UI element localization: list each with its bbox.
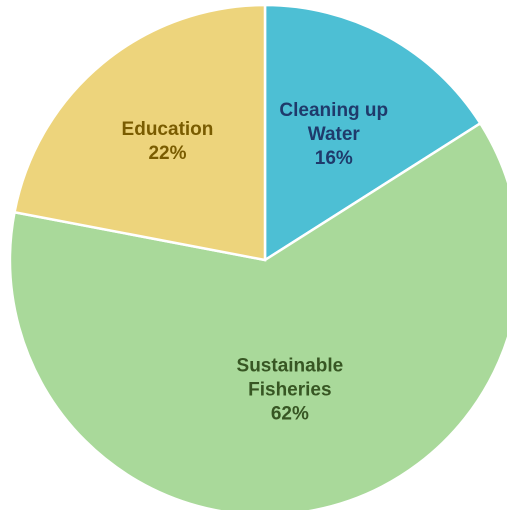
pie-slice-label-2: Education 22% [122,119,214,164]
pie-slice-percent: 16% [315,148,353,169]
pie-slice-name-line: Water [308,124,361,145]
pie-slice-name-line: Fisheries [248,379,331,400]
pie-slice-percent: 22% [148,143,186,164]
pie-slice-name-line: Sustainable [237,355,344,376]
pie-slice-0 [263,3,483,263]
pie-slice-percent: 62% [271,403,309,424]
pie-slice-label-1: Sustainable Fisheries 62% [237,355,344,424]
pie-slice-1 [8,121,507,510]
pie-slice-2 [13,3,267,262]
pie-slices [8,3,507,510]
pie-labels: Cleaning up Water 16% Sustainable Fisheries 6… [122,100,389,424]
pie-slice-label-0: Cleaning up Water 16% [279,100,388,169]
pie-slice-name-line: Education [122,119,214,140]
pie-slice-name-line: Cleaning up [279,100,388,121]
